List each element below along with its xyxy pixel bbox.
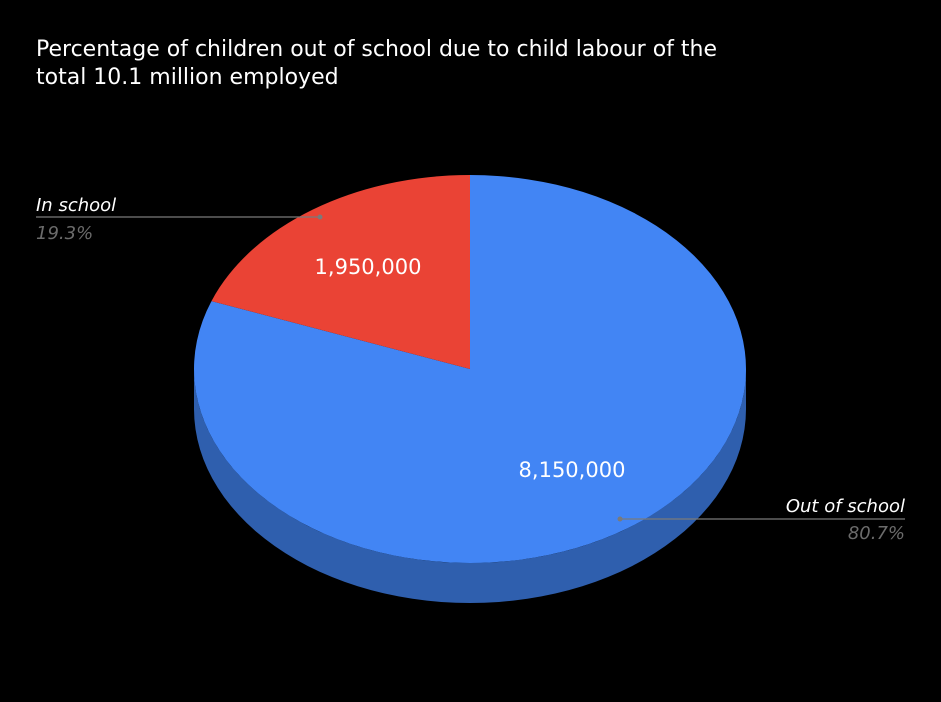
- slice-out-of-school-value-label: 8,150,000: [519, 458, 626, 482]
- slice-out-of-school-wedge: [194, 175, 747, 563]
- slice-in-school-leader-dot: [317, 214, 323, 220]
- slice-in-school-value-label: 1,950,000: [315, 255, 422, 279]
- slice-in-school-legend-name: In school: [36, 195, 116, 216]
- pie-side-layer: [194, 369, 746, 603]
- slice-out-of-school-legend-name: Out of school: [786, 496, 905, 517]
- slice-out-of-school-group: 8,150,000 Out of school 80.7%: [519, 458, 905, 544]
- slice-in-school-legend-percent: 19.3%: [36, 223, 93, 244]
- slice-in-school-group: 1,950,000 In school 19.3%: [36, 195, 421, 279]
- slice-out-of-school-side-wall: [194, 369, 746, 603]
- slice-in-school-wedge: [211, 175, 470, 369]
- chart-title-line-2: total 10.1 million employed: [36, 65, 339, 90]
- slice-out-of-school-legend-percent: 80.7%: [848, 523, 905, 544]
- slice-out-of-school-leader-dot: [617, 516, 623, 522]
- chart-title-line-1: Percentage of children out of school due…: [36, 37, 717, 62]
- pie-top-layer: [194, 175, 747, 563]
